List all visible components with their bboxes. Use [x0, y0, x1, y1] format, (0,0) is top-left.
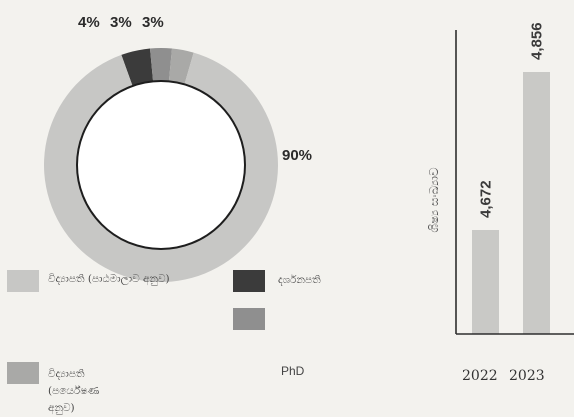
y-axis-title: ශිෂ්‍ය සංඛ්‍යාව [427, 167, 441, 233]
legend-label-msc-course: විද්‍යාපති (පාඨමාලාව අනුව) [48, 273, 170, 285]
legend-swatch-msc-research [7, 362, 39, 384]
legend-label-mphil: දර්ශනපති [278, 274, 321, 286]
bar-2023 [523, 72, 550, 334]
donut-slice-2 [149, 48, 173, 82]
donut-slice-1 [121, 48, 154, 86]
bar-chart: ශිෂ්‍ය සංඛ්‍යාව 2022 2023 4,672 4,856 [427, 22, 574, 384]
legend-label-msc-research: විද්‍යාපති (පර්යේෂණ අනුව) [48, 368, 100, 414]
pct-label-4: 4% [78, 14, 100, 31]
donut-labels: 4% 3% 3% 90% [78, 14, 312, 164]
pct-label-90: 90% [282, 147, 312, 164]
pct-label-3a: 3% [110, 14, 132, 31]
bar-2022 [472, 230, 499, 334]
donut-hole [76, 80, 246, 250]
chart-canvas: 4% 3% 3% 90% ශිෂ්‍ය සංඛ්‍යාව 2022 2023 4… [44, 14, 574, 384]
bar-value-label-2022: 4,672 [478, 180, 495, 218]
legend-swatch-mphil [233, 270, 265, 292]
donut-slice-3 [168, 48, 194, 85]
donut-chart [44, 48, 278, 283]
legend-swatch-msc-course [7, 270, 39, 292]
x-tick-2022: 2022 [462, 368, 498, 384]
legend-label-phd: PhD [281, 364, 305, 378]
bar-value-label-2023: 4,856 [529, 22, 546, 60]
x-tick-2023: 2023 [509, 368, 545, 384]
legend-swatch-third [233, 308, 265, 330]
pct-label-3b: 3% [142, 14, 164, 31]
